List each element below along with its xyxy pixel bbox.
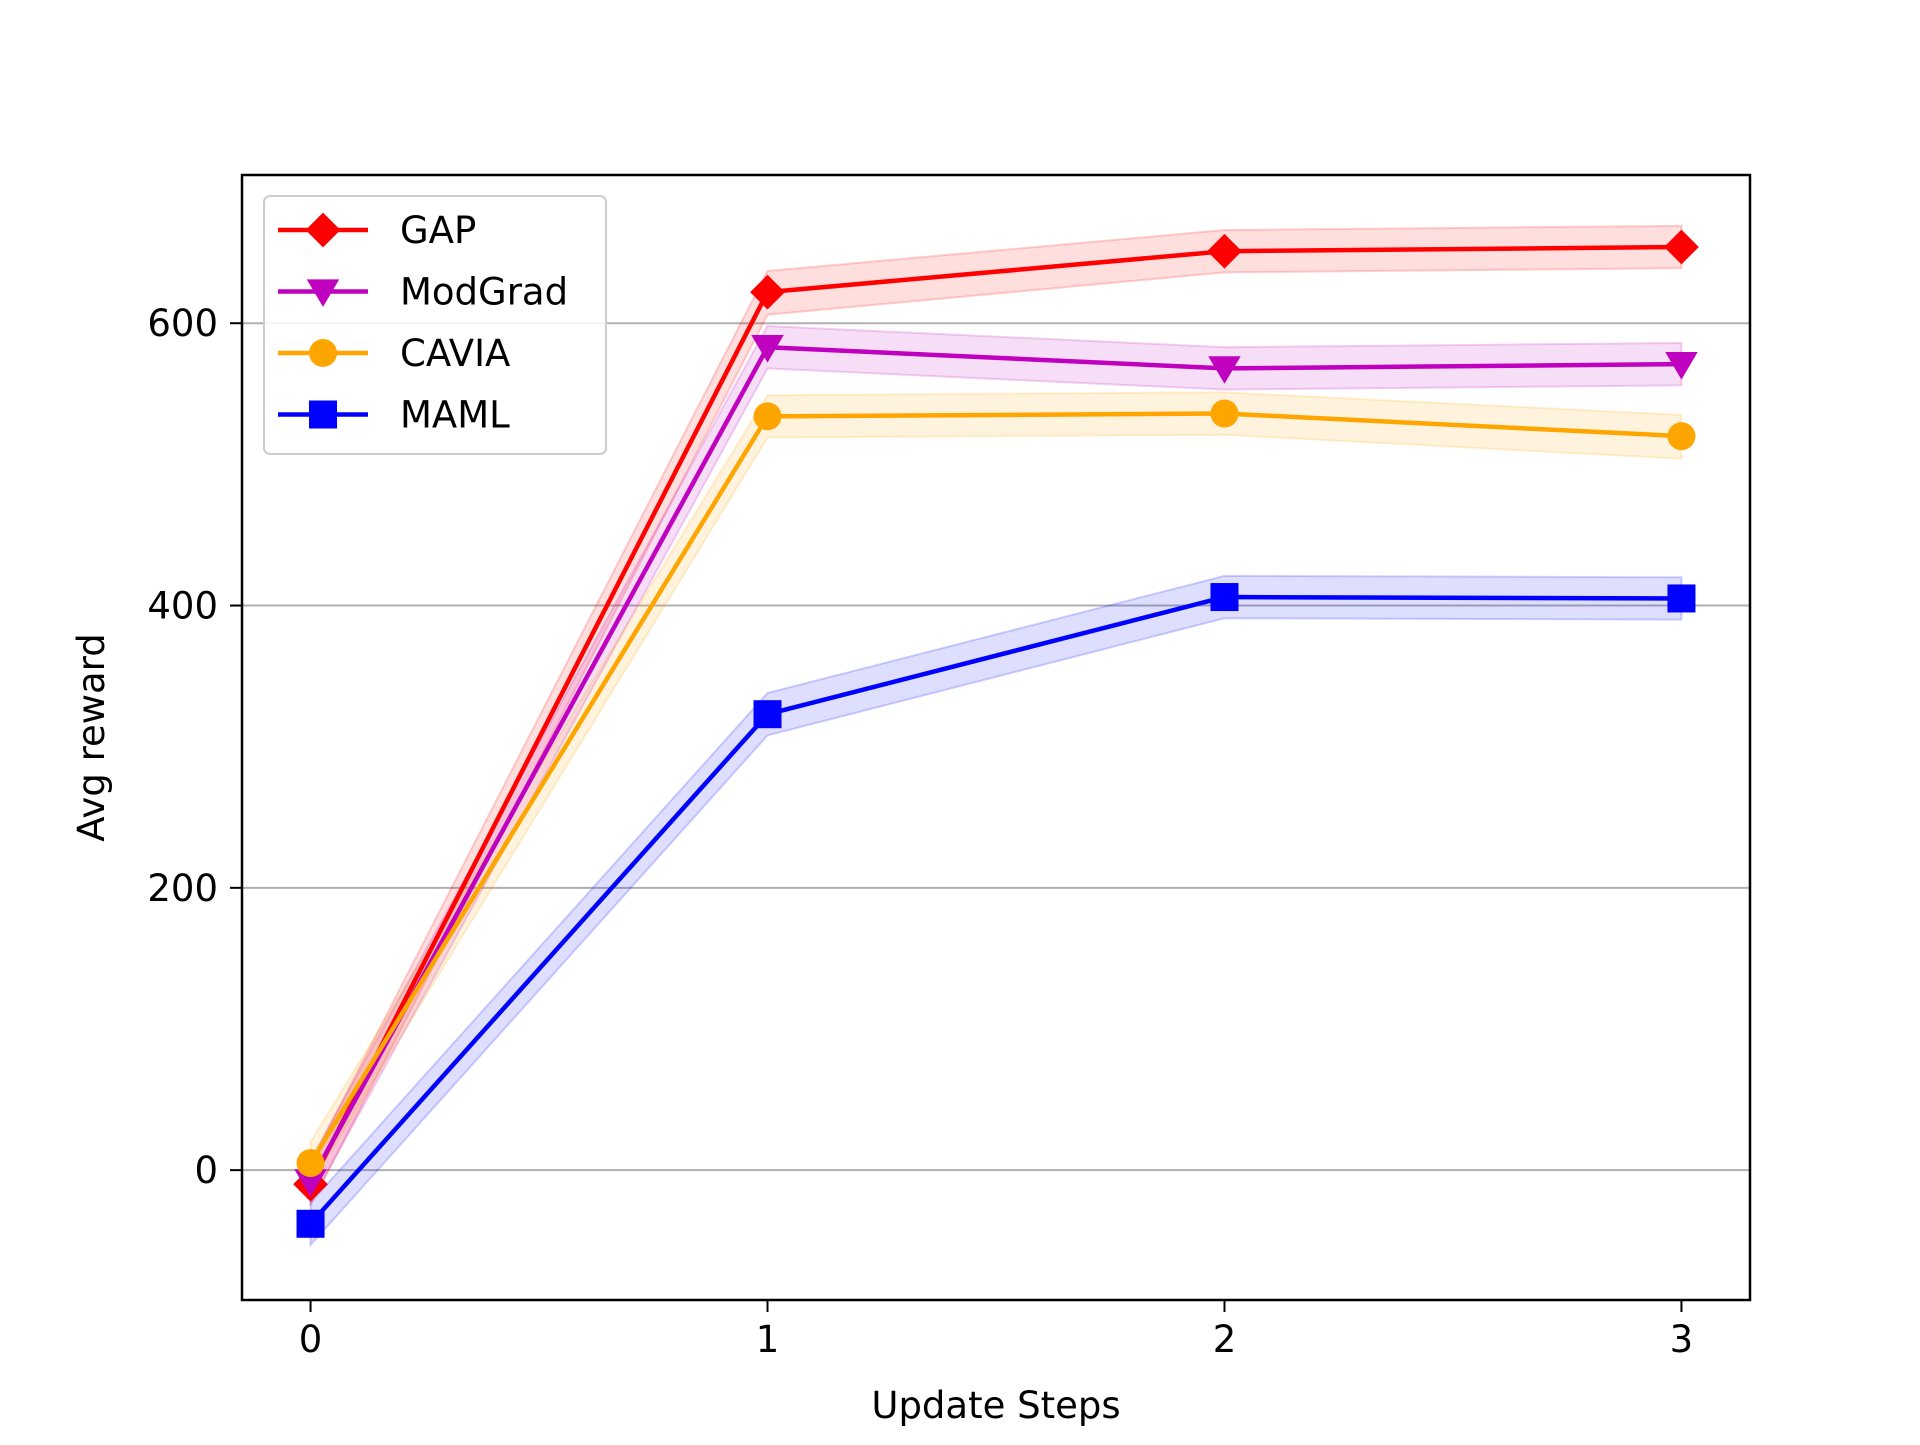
x-tick-label-0: 0 (299, 1318, 323, 1361)
point-gap-3 (1664, 229, 1699, 265)
point-gap-2 (1207, 233, 1242, 269)
point-maml-0 (296, 1209, 325, 1238)
legend-label-gap: GAP (400, 209, 476, 252)
y-axis-title: Avg reward (70, 633, 113, 841)
point-modgrad-1 (751, 335, 784, 363)
legend-marker-maml (309, 400, 337, 429)
x-tick-label-3: 3 (1670, 1318, 1694, 1361)
band-maml (309, 574, 1683, 1248)
line-modgrad (308, 344, 1682, 1183)
legend-label-maml: MAML (400, 394, 510, 437)
point-cavia-0 (296, 1149, 325, 1178)
plot-frame (240, 173, 1752, 1302)
point-modgrad-0 (294, 1169, 327, 1197)
line-cavia (308, 411, 1682, 1165)
point-maml-2 (1210, 583, 1239, 612)
y-tick-label-400: 400 (147, 585, 218, 628)
legend-label-cavia: CAVIA (400, 332, 510, 375)
y-tick-label-600: 600 (147, 302, 218, 345)
y-axis-ticks: 0 200 400 600 (147, 302, 242, 1192)
legend-marker-cavia (309, 339, 337, 367)
confidence-bands (309, 224, 1683, 1248)
x-tick-label-1: 1 (756, 1318, 780, 1361)
x-axis-ticks: 0 1 2 3 (299, 1300, 1693, 1361)
point-maml-1 (753, 700, 782, 729)
point-maml-3 (1667, 584, 1696, 613)
legend-marker-gap (305, 212, 341, 248)
x-tick-label-2: 2 (1213, 1318, 1237, 1361)
y-tick-label-200: 200 (147, 867, 218, 910)
band-gap (309, 224, 1683, 1206)
legend-marker-modgrad (306, 279, 340, 307)
point-modgrad-2 (1208, 356, 1241, 384)
series-lines (308, 244, 1682, 1226)
point-cavia-2 (1210, 399, 1239, 428)
point-modgrad-3 (1665, 351, 1698, 380)
y-tick-label-0: 0 (194, 1149, 218, 1192)
band-modgrad (309, 325, 1683, 1204)
series-markers (293, 229, 1699, 1238)
point-gap-1 (750, 274, 785, 310)
legend-box (263, 195, 607, 455)
legend: GAP ModGrad CAVIA MAML (263, 195, 607, 455)
line-gap (308, 244, 1682, 1186)
legend-label-modgrad: ModGrad (400, 271, 568, 314)
x-axis-title: Update Steps (871, 1384, 1120, 1427)
point-cavia-3 (1667, 422, 1696, 451)
band-cavia (309, 391, 1683, 1188)
point-cavia-1 (753, 402, 782, 431)
line-maml (308, 594, 1682, 1226)
